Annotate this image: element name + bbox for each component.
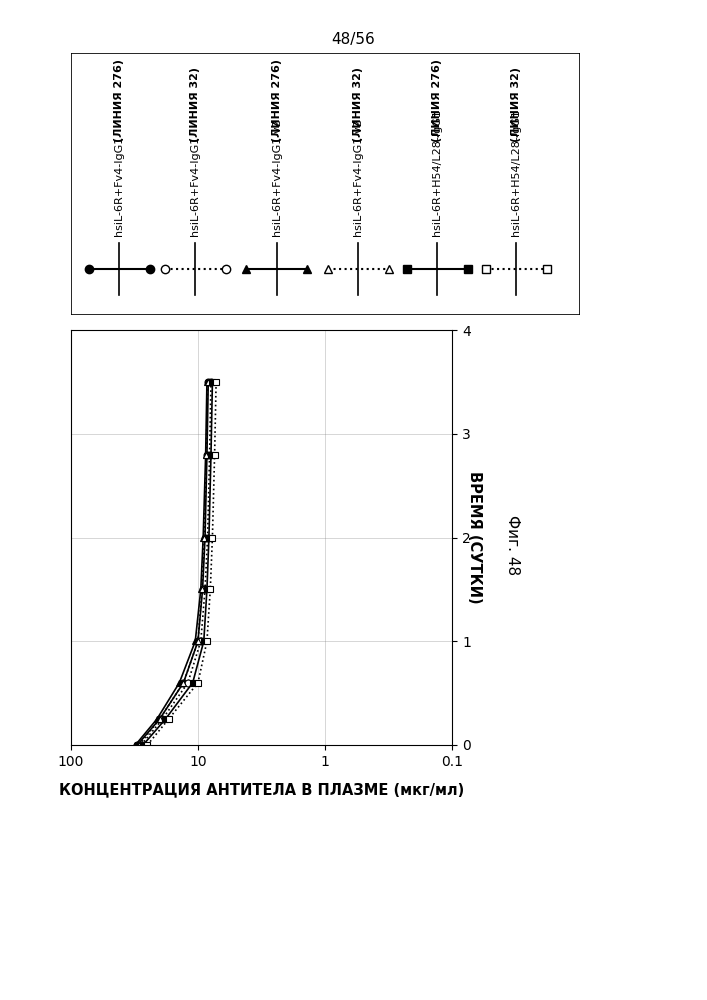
Text: hsiL-6R+Fv4-IgG1: hsiL-6R+Fv4-IgG1	[114, 136, 124, 236]
Text: hsiL-6R+H54/L28-IgG1: hsiL-6R+H54/L28-IgG1	[511, 110, 521, 236]
Text: (ЛИНИЯ 276): (ЛИНИЯ 276)	[114, 59, 124, 142]
Text: (ЛИНИЯ 32): (ЛИНИЯ 32)	[511, 67, 521, 142]
Text: 48/56: 48/56	[332, 32, 375, 47]
Text: Фиг. 48: Фиг. 48	[505, 515, 520, 575]
Text: hsiL-6R+Fv4-IgG1-v2: hsiL-6R+Fv4-IgG1-v2	[272, 119, 282, 236]
Text: (ЛИНИЯ 32): (ЛИНИЯ 32)	[354, 67, 363, 142]
Text: hsiL-6R+Fv4-IgG1-v2: hsiL-6R+Fv4-IgG1-v2	[354, 119, 363, 236]
Text: hsiL-6R+Fv4-IgG1: hsiL-6R+Fv4-IgG1	[190, 136, 200, 236]
Y-axis label: ВРЕМЯ (СУТКИ): ВРЕМЯ (СУТКИ)	[467, 471, 482, 604]
Text: (ЛИНИЯ 276): (ЛИНИЯ 276)	[272, 59, 282, 142]
Text: (ЛИНИЯ 32): (ЛИНИЯ 32)	[190, 67, 200, 142]
X-axis label: КОНЦЕНТРАЦИЯ АНТИТЕЛА В ПЛАЗМЕ (мкг/мл): КОНЦЕНТРАЦИЯ АНТИТЕЛА В ПЛАЗМЕ (мкг/мл)	[59, 783, 464, 798]
Text: (ЛИНИЯ 276): (ЛИНИЯ 276)	[432, 59, 442, 142]
Text: hsiL-6R+H54/L28-IgG1: hsiL-6R+H54/L28-IgG1	[432, 110, 442, 236]
